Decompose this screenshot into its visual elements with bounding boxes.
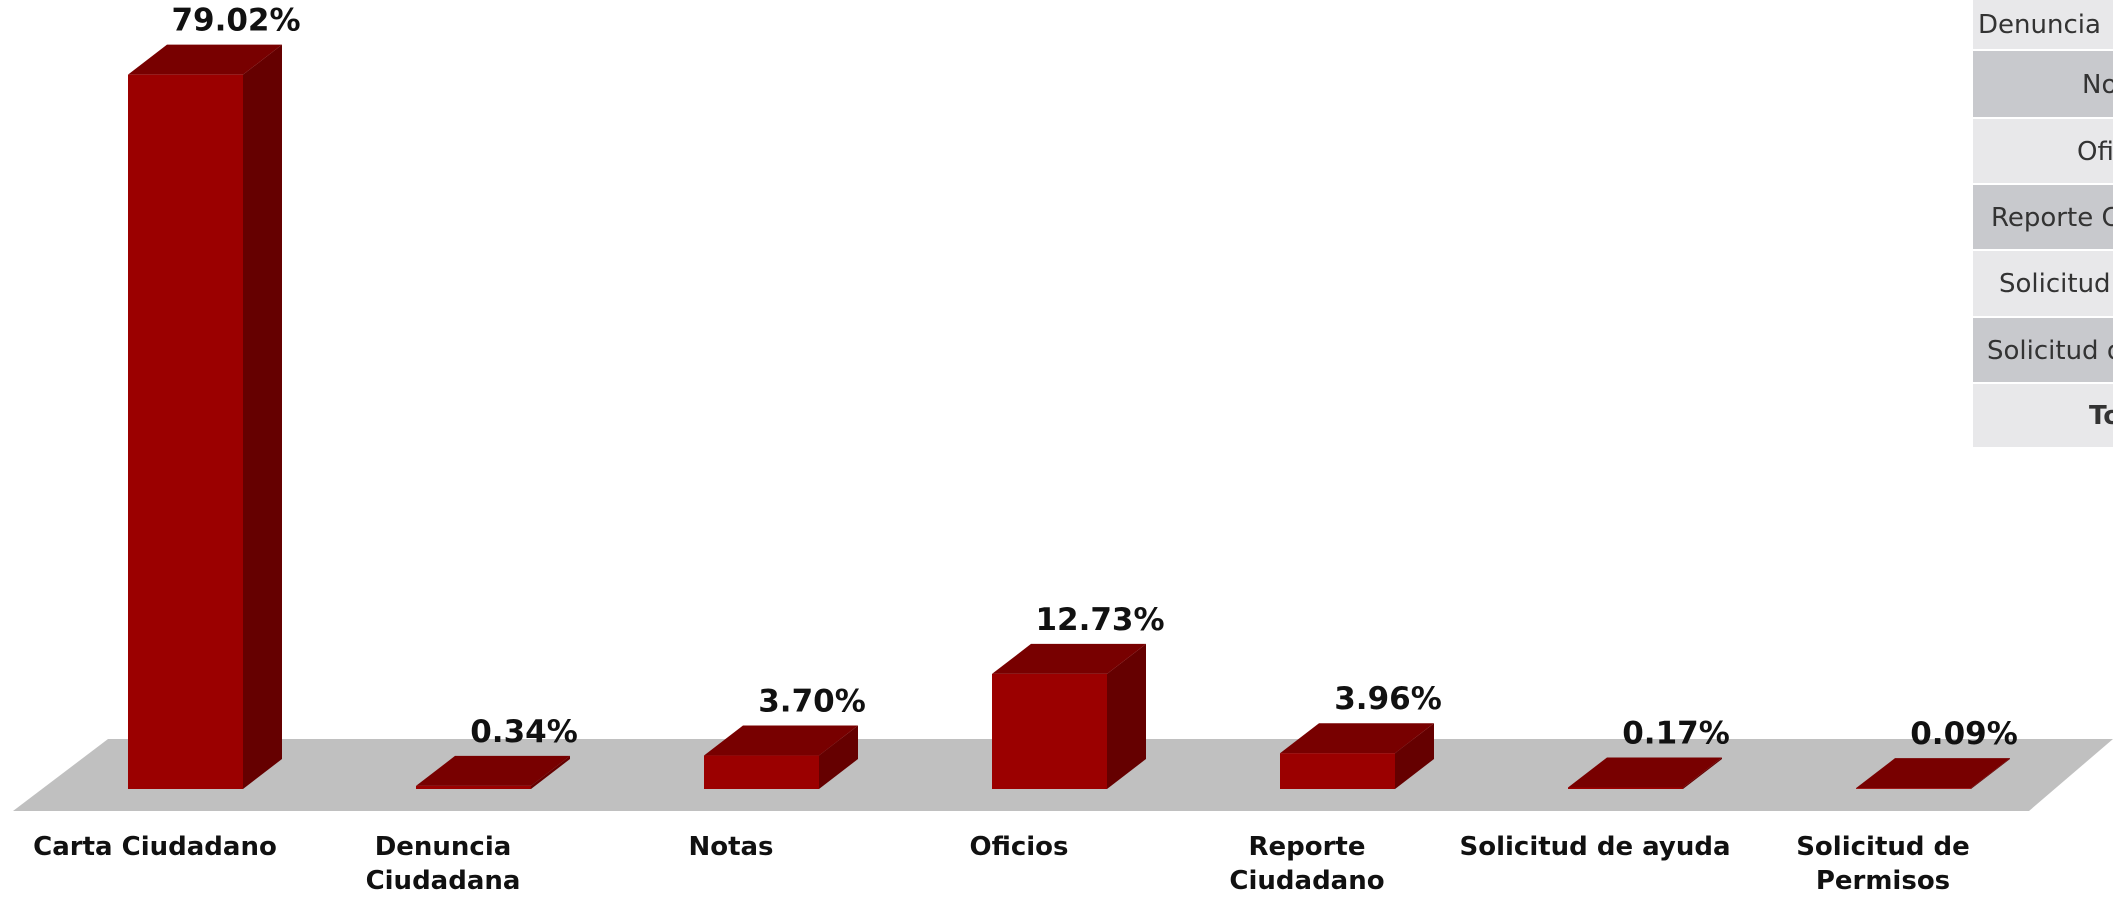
x-tick-label: Notas <box>688 832 774 862</box>
bar-top <box>1856 758 2010 789</box>
bar <box>1856 788 1971 789</box>
bar-top <box>1280 723 1434 754</box>
table-row: Solicitud d <box>1973 318 2113 384</box>
value-label: 79.02% <box>171 3 300 39</box>
table-row: No <box>1973 51 2113 119</box>
value-label: 12.73% <box>1035 602 1164 638</box>
x-tick-label: Solicitud de Permisos <box>1796 832 1970 896</box>
bar-side <box>1683 757 1722 789</box>
bar <box>1280 753 1395 789</box>
bar-top <box>128 44 282 75</box>
x-tick-label: Solicitud de ayuda <box>1459 832 1731 862</box>
x-tick-label: Reporte Ciudadano <box>1229 832 1385 896</box>
bar-side <box>1971 758 2010 789</box>
table-row: To <box>1973 384 2113 449</box>
bar <box>992 673 1107 789</box>
value-label: 0.34% <box>470 714 578 750</box>
x-tick-label: Denuncia Ciudadana <box>365 832 521 896</box>
x-tick-label: Carta Ciudadano <box>33 832 277 862</box>
value-label: 3.96% <box>1334 681 1442 717</box>
bar <box>704 755 819 789</box>
value-label: 3.70% <box>758 684 866 720</box>
bar-top <box>992 643 1146 674</box>
x-tick-label: Oficios <box>969 832 1069 862</box>
bar-side <box>819 725 858 789</box>
bar-top <box>704 725 858 756</box>
table-row: Solicitud <box>1973 251 2113 318</box>
bar <box>128 74 243 790</box>
value-label: 0.17% <box>1622 715 1730 751</box>
table-row: Denuncia <box>1973 0 2113 51</box>
bar-top <box>416 755 570 786</box>
bar-side <box>1107 643 1146 789</box>
bar-side <box>531 755 570 789</box>
value-label: 0.09% <box>1910 716 2018 752</box>
table-row: Reporte C <box>1973 185 2113 251</box>
table-row: Ofi <box>1973 119 2113 185</box>
bar-side <box>243 44 282 790</box>
bar <box>1568 787 1683 789</box>
bar-side <box>1395 723 1434 789</box>
bar <box>416 785 531 789</box>
bar-top <box>1568 757 1722 788</box>
